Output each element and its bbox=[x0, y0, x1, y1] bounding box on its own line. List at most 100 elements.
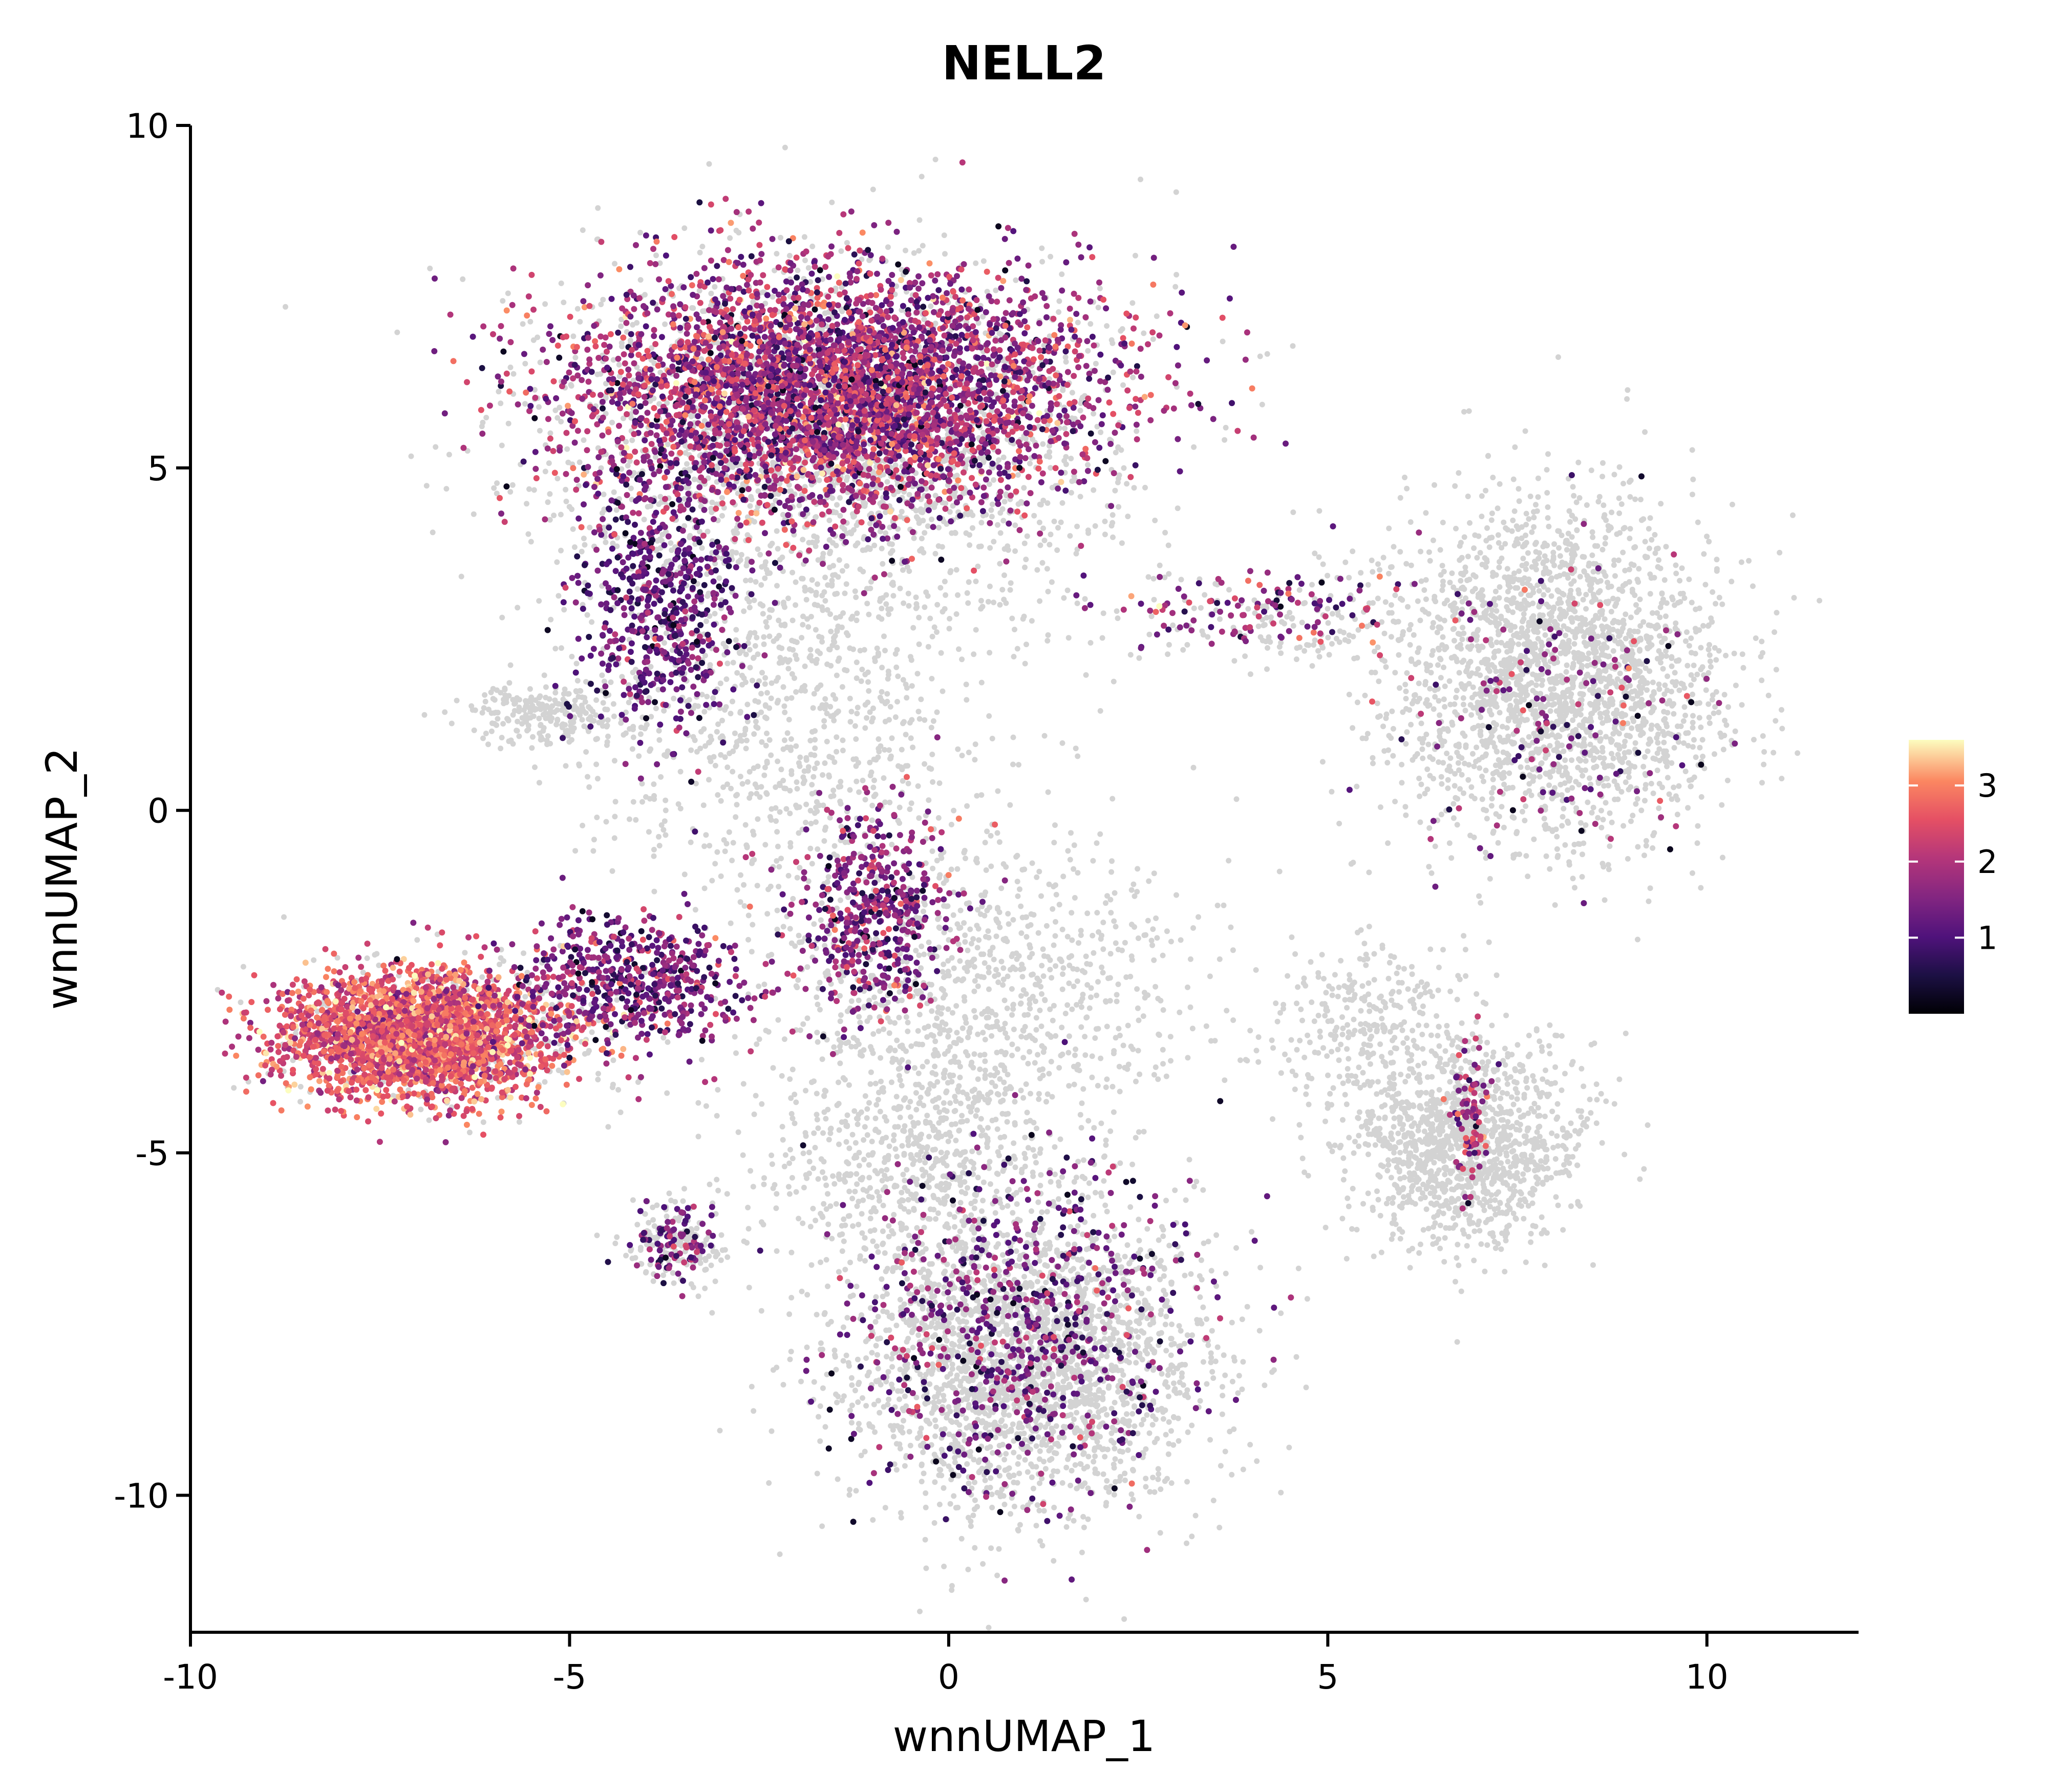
background-cell-point bbox=[1071, 866, 1077, 872]
background-cell-point bbox=[746, 1285, 752, 1291]
background-cell-point bbox=[905, 1348, 911, 1354]
background-cell-point bbox=[801, 778, 807, 784]
background-cell-point bbox=[1065, 1241, 1071, 1247]
background-cell-point bbox=[934, 709, 940, 715]
background-cell-point bbox=[1137, 1071, 1143, 1077]
background-cell-point bbox=[1061, 458, 1068, 464]
background-cell-point bbox=[647, 748, 653, 754]
background-cell-point bbox=[788, 736, 794, 742]
background-cell-point bbox=[755, 546, 761, 552]
background-cell-point bbox=[836, 655, 842, 662]
background-cell-point bbox=[769, 680, 775, 686]
background-cell-point bbox=[774, 858, 780, 864]
background-cell-point bbox=[1109, 858, 1115, 864]
background-cell-point bbox=[703, 618, 709, 624]
background-cell-point bbox=[813, 660, 819, 666]
background-cell-point bbox=[1083, 1015, 1090, 1021]
background-cell-point bbox=[1056, 1065, 1062, 1071]
background-cell-point bbox=[781, 602, 787, 608]
background-cell-point bbox=[1092, 1035, 1098, 1041]
background-cell-point bbox=[297, 1084, 304, 1090]
background-cell-point bbox=[639, 781, 645, 787]
background-cell-point bbox=[1048, 1059, 1054, 1064]
background-cell-point bbox=[1015, 893, 1021, 899]
background-cell-point bbox=[998, 958, 1005, 965]
background-cell-point bbox=[921, 908, 926, 914]
background-cell-point bbox=[1099, 932, 1104, 938]
background-cell-point bbox=[915, 783, 921, 789]
background-cell-point bbox=[1156, 1031, 1162, 1037]
background-cell-point bbox=[1253, 1048, 1260, 1054]
background-cell-point bbox=[505, 420, 511, 426]
background-cell-point bbox=[1025, 923, 1031, 929]
background-cell-point bbox=[554, 415, 561, 421]
background-cell-point bbox=[954, 921, 961, 927]
background-cell-point bbox=[1029, 618, 1035, 624]
background-cell-point bbox=[774, 907, 780, 913]
background-cell-point bbox=[712, 284, 718, 290]
background-cell-point bbox=[1178, 937, 1184, 943]
background-cell-point bbox=[471, 511, 477, 517]
background-cell-point bbox=[733, 814, 739, 820]
background-cell-point bbox=[1133, 1078, 1139, 1084]
background-cell-point bbox=[962, 1014, 968, 1020]
background-cell-point bbox=[761, 634, 767, 640]
background-cell-point bbox=[843, 581, 849, 587]
background-cell-point bbox=[571, 544, 578, 550]
background-cell-point bbox=[561, 691, 567, 697]
background-cell-point bbox=[1229, 1319, 1235, 1326]
background-cell-point bbox=[842, 590, 848, 596]
background-cell-point bbox=[831, 843, 838, 849]
background-cell-point bbox=[908, 735, 914, 741]
background-cell-point bbox=[862, 1124, 868, 1130]
background-cell-point bbox=[852, 723, 858, 729]
background-cell-point bbox=[903, 732, 909, 738]
background-cell-point bbox=[972, 741, 978, 748]
background-cell-point bbox=[837, 798, 843, 804]
background-cell-point bbox=[603, 819, 609, 825]
background-cell-point bbox=[753, 579, 759, 585]
background-cell-point bbox=[1168, 1058, 1174, 1064]
background-cell-point bbox=[483, 415, 489, 421]
background-cell-point bbox=[867, 521, 873, 527]
background-cell-point bbox=[1074, 523, 1080, 529]
background-cell-point bbox=[832, 633, 838, 639]
background-cell-point bbox=[844, 563, 850, 569]
background-cell-point bbox=[1133, 252, 1138, 259]
background-cell-point bbox=[838, 1012, 844, 1018]
background-cell-point bbox=[940, 609, 946, 615]
background-cell-point bbox=[758, 582, 764, 588]
background-cell-point bbox=[779, 554, 785, 560]
background-cell-point bbox=[889, 735, 895, 741]
background-cell-point bbox=[918, 1095, 924, 1100]
background-cell-point bbox=[879, 545, 885, 551]
background-cell-point bbox=[1075, 870, 1081, 876]
background-cell-point bbox=[832, 1354, 838, 1360]
background-cell-point bbox=[905, 780, 911, 786]
background-cell-point bbox=[1048, 253, 1054, 260]
background-cell-point bbox=[1153, 1064, 1159, 1070]
background-cell-point bbox=[1001, 499, 1008, 505]
background-cell-point bbox=[929, 848, 935, 854]
background-cell-point bbox=[803, 801, 809, 807]
background-cell-point bbox=[835, 1031, 841, 1036]
background-cell-point bbox=[1117, 1033, 1123, 1038]
background-cell-point bbox=[1034, 874, 1040, 880]
background-cell-point bbox=[978, 792, 985, 798]
background-cell-point bbox=[759, 739, 765, 745]
background-cell-point bbox=[790, 1066, 796, 1073]
background-cell-point bbox=[1228, 924, 1234, 930]
background-cell-point bbox=[980, 1030, 986, 1036]
background-cell-point bbox=[1011, 654, 1017, 659]
background-cell-point bbox=[966, 1030, 972, 1036]
background-cell-point bbox=[574, 306, 581, 312]
background-cell-point bbox=[1104, 893, 1110, 899]
background-cell-point bbox=[1023, 991, 1029, 997]
background-cell-point bbox=[1079, 1004, 1084, 1010]
background-cell-point bbox=[929, 633, 935, 639]
background-cell-point bbox=[834, 749, 840, 755]
background-cell-point bbox=[938, 1473, 945, 1479]
background-cell-point bbox=[1135, 866, 1141, 872]
background-cell-point bbox=[1168, 1352, 1174, 1358]
background-cell-point bbox=[598, 302, 604, 307]
